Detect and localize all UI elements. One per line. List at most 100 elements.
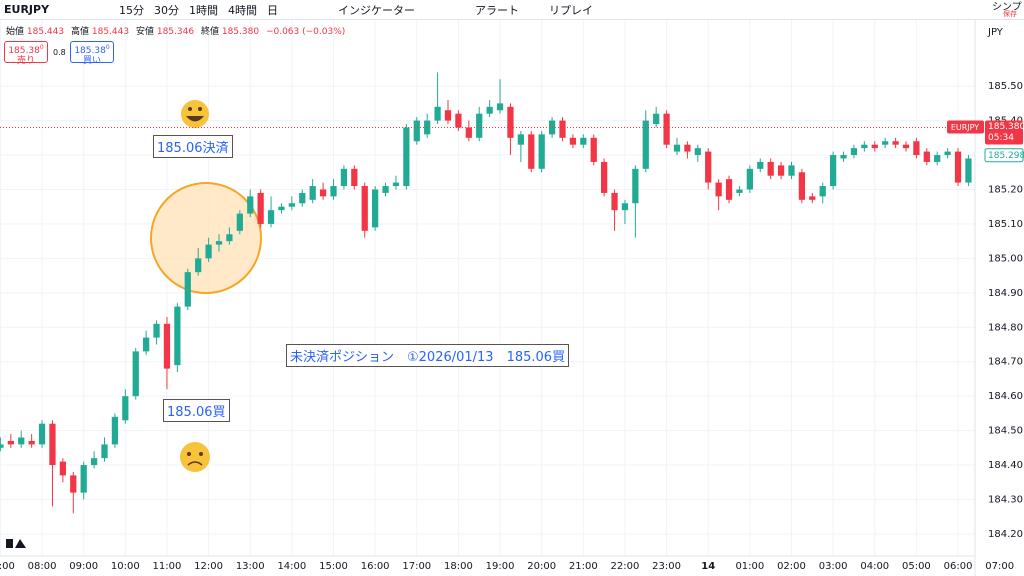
candle-body: [861, 144, 868, 149]
x-tick-label: 20:00: [527, 561, 556, 572]
candle-body: [372, 189, 379, 228]
candle-body: [403, 127, 410, 187]
x-tick-label: 14: [701, 561, 715, 572]
last-price-label: 185.380: [988, 122, 1024, 132]
buy-price: 185.38: [74, 46, 106, 56]
x-tick-label: 09:00: [69, 561, 98, 572]
x-tick-label: 18:00: [444, 561, 473, 572]
interval[interactable]: 15分: [119, 3, 145, 17]
candle-body: [684, 144, 691, 152]
candle-body: [132, 351, 139, 397]
legend-value: 185.346: [156, 27, 195, 37]
alert-button[interactable]: アラート: [475, 3, 520, 17]
symbol-tag: [947, 120, 984, 134]
candle-body: [892, 141, 899, 145]
buy-button[interactable]: 185.380 買い: [70, 41, 114, 66]
candle-body: [111, 416, 119, 445]
candle-body: [330, 186, 337, 197]
candle-body: [913, 141, 920, 156]
symbol[interactable]: EURJPY: [4, 3, 50, 16]
candle-body: [184, 272, 191, 307]
candle-body: [59, 461, 66, 476]
candle-body: [830, 155, 837, 187]
candle-body: [299, 192, 306, 204]
interval[interactable]: 4時間: [228, 3, 258, 17]
candle-body: [559, 120, 566, 138]
y-tick-label: 184.40: [988, 460, 1023, 471]
x-tick-label: 23:00: [652, 561, 681, 572]
candle-body: [392, 182, 400, 187]
buy-label: 買い: [82, 56, 101, 66]
candle-body: [736, 189, 743, 193]
candle-body: [70, 475, 77, 493]
y-tick-label: 184.80: [988, 322, 1023, 333]
candle-body: [725, 179, 733, 200]
x-tick-label: 08:00: [28, 561, 57, 572]
candle-body: [444, 110, 452, 121]
candle-body: [819, 186, 826, 197]
candle-body: [663, 113, 670, 145]
y-tick-label: 184.50: [988, 426, 1023, 437]
sell-label: 売り: [16, 56, 35, 66]
y-tick-label: 184.20: [988, 529, 1023, 540]
candle-body: [80, 465, 87, 493]
indicators-button[interactable]: インジケーター: [338, 3, 416, 17]
candle-body: [965, 158, 972, 183]
candle-body: [174, 306, 181, 366]
x-tick-label: 06:00: [944, 561, 973, 572]
buy-note: 185.06買: [163, 399, 230, 422]
candle-body: [38, 423, 46, 445]
replay-button[interactable]: リプレイ: [549, 3, 594, 17]
interval[interactable]: 1時間: [189, 3, 219, 17]
candle-body: [757, 161, 764, 169]
ohlc-legend: 始値 185.443 高値 185.443 安値 185.346 終値 185.…: [6, 24, 349, 37]
candle-body: [143, 337, 150, 352]
candle-body: [777, 165, 785, 176]
save-button[interactable]: シンプ: [992, 2, 1022, 13]
candle-body: [351, 168, 358, 187]
candle-body: [90, 458, 98, 466]
y-tick-label: 185.00: [988, 253, 1023, 264]
candle-body: [798, 172, 806, 200]
candle-body: [486, 106, 493, 114]
spread: 0.8: [53, 48, 66, 57]
legend-label: 終値: [200, 27, 219, 37]
y-tick-label: 185.10: [988, 219, 1023, 230]
worried-emoji: [180, 442, 210, 472]
x-tick-label: 04:00: [860, 561, 889, 572]
candle-body: [195, 258, 202, 273]
candle-body: [226, 234, 233, 242]
position-note: 未決済ポジション ①2026/01/13 185.06買: [286, 344, 570, 367]
candle-body: [18, 437, 25, 445]
y-tick-label: 184.90: [988, 288, 1023, 299]
buy-sup: 0: [105, 44, 110, 51]
save-label: 保存: [1003, 10, 1017, 18]
candle-body: [653, 113, 660, 125]
candle-body: [309, 186, 316, 200]
candle-body: [382, 186, 389, 193]
candle-body: [153, 323, 160, 338]
countdown: 05:34: [988, 133, 1014, 143]
x-tick-label: 15:00: [319, 561, 348, 572]
candle-body: [923, 151, 930, 162]
candle-body: [205, 244, 212, 259]
candle-body: [517, 134, 524, 145]
interval[interactable]: 日: [267, 3, 279, 17]
interval[interactable]: 30分: [154, 3, 180, 17]
y-tick-label: 185.20: [988, 184, 1023, 195]
symbol-tag-label: EURJPY: [951, 123, 979, 132]
candle-body: [101, 444, 108, 459]
candle-body: [601, 161, 608, 193]
x-tick-label: 16:00: [361, 561, 390, 572]
candle-body: [507, 106, 514, 138]
candle-body: [236, 213, 243, 231]
x-tick-label: 17:00: [402, 561, 431, 572]
x-tick-label: 11:00: [153, 561, 182, 572]
candle-body: [694, 148, 701, 156]
sell-price: 185.38: [8, 46, 40, 56]
sell-button[interactable]: 185.380 売り: [4, 41, 48, 66]
x-tick-label: 13:00: [236, 561, 265, 572]
currency: JPY: [987, 27, 1004, 38]
x-tick-label: 01:00: [735, 561, 764, 572]
